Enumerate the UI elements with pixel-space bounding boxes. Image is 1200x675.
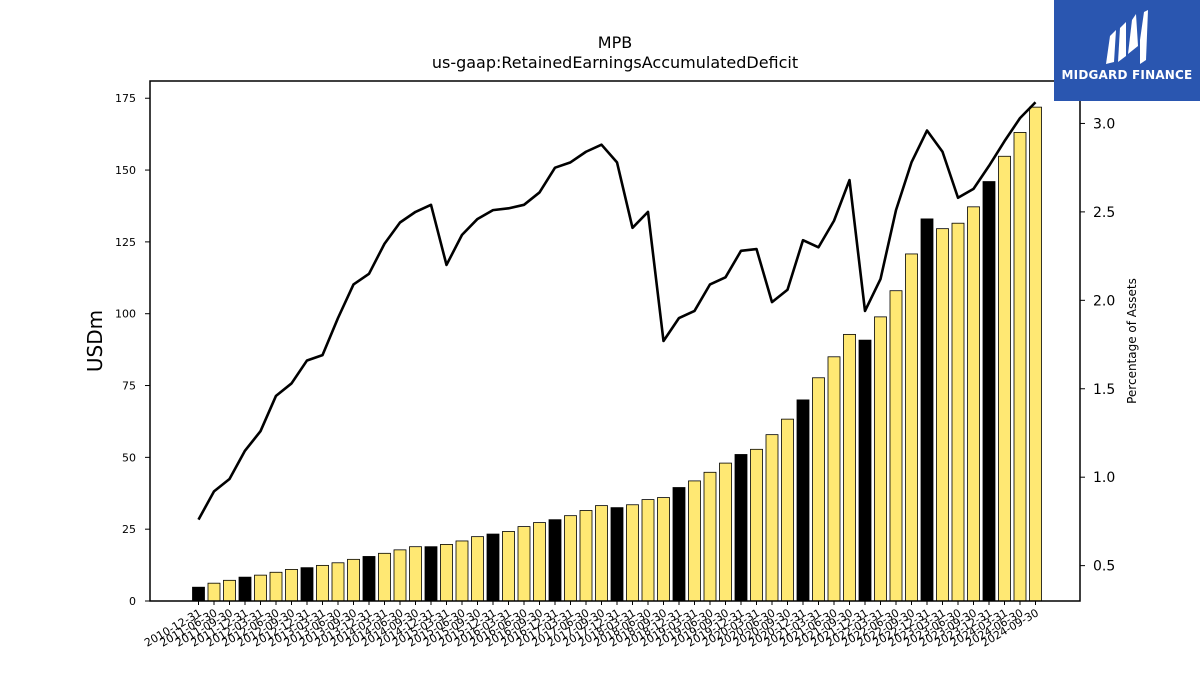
bar-2019-06-30 — [719, 462, 732, 602]
y-ticks-group: 0 25 50 75 100 125 150 175 — [115, 92, 150, 608]
bar-2023-12-31 — [998, 155, 1011, 602]
bar-2020-06-30 — [781, 418, 794, 602]
brand-logo: MIDGARD FINANCE — [1054, 0, 1200, 101]
y-tick-label: 25 — [122, 523, 136, 536]
bar-2021-09-30 — [858, 339, 872, 602]
bar-2010-12-31 — [192, 586, 205, 602]
y-tick-label: 100 — [115, 308, 136, 321]
chart-title: MPB — [598, 33, 632, 52]
bar-2023-09-30 — [982, 181, 996, 602]
bar-2021-03-31 — [827, 356, 841, 602]
y-tick-label: 0 — [129, 595, 136, 608]
bar-2011-12-31 — [254, 574, 267, 602]
bar-2022-09-30 — [920, 218, 934, 602]
y2-tick-label: 0.5 — [1093, 559, 1115, 575]
y2-axis-label: Percentage of Assets — [1125, 278, 1139, 404]
y-tick-label: 175 — [115, 92, 136, 105]
y2-tick-label: 3.0 — [1093, 116, 1115, 132]
bar-2020-03-31 — [765, 434, 779, 602]
bar-2013-03-31 — [331, 562, 345, 602]
bar-2024-03-31 — [1013, 132, 1027, 602]
bar-2016-09-30 — [548, 519, 562, 602]
bar-2015-09-30 — [486, 533, 500, 602]
y-axis-label: USDm — [83, 310, 107, 372]
bar-2012-09-30 — [300, 567, 314, 602]
bar-2013-06-30 — [347, 558, 360, 602]
y-tick-label: 75 — [122, 380, 136, 393]
y2-ticks-group: 0.5 1.0 1.5 2.0 2.5 3.0 — [1080, 116, 1115, 575]
bar-2014-09-30 — [424, 546, 438, 602]
y-tick-label: 150 — [115, 164, 136, 177]
bar-2014-12-31 — [440, 544, 453, 602]
logo-text: MIDGARD FINANCE — [1061, 68, 1193, 82]
bar-2015-06-30 — [471, 536, 484, 602]
plot-frame — [149, 80, 1081, 602]
bar-2019-09-30 — [734, 454, 748, 602]
bar-2011-06-30 — [223, 579, 236, 602]
bar-2018-03-31 — [641, 499, 655, 602]
logo-mark-icon — [1106, 10, 1148, 64]
bar-2019-03-31 — [703, 471, 717, 602]
bar-2013-09-30 — [362, 556, 376, 602]
bar-2016-03-31 — [517, 526, 531, 602]
bar-2019-12-31 — [750, 448, 763, 602]
bar-2023-06-30 — [967, 206, 980, 602]
bar-2018-06-30 — [657, 497, 670, 602]
bar-2023-03-31 — [951, 222, 965, 602]
bar-2013-12-31 — [378, 552, 391, 602]
bar-2024-06-30 — [1029, 106, 1042, 602]
bar-2022-06-30 — [905, 253, 918, 602]
bar-2018-12-31 — [688, 480, 701, 602]
bar-2020-12-31 — [812, 377, 825, 602]
bar-2015-03-31 — [455, 540, 469, 602]
bar-2015-12-31 — [502, 531, 515, 602]
percentage-of-assets-line — [197, 101, 1037, 521]
bar-2014-03-31 — [393, 549, 407, 602]
bar-2012-03-31 — [269, 571, 283, 602]
y2-tick-label: 2.5 — [1093, 205, 1115, 221]
bar-2017-03-31 — [579, 510, 593, 602]
x-ticks-group: 2010-12-312011-06-302011-09-302011-12-31… — [142, 601, 1041, 650]
bar-2022-03-31 — [889, 290, 903, 602]
bar-2017-12-31 — [626, 504, 639, 602]
bar-2021-12-31 — [874, 316, 887, 602]
bar-2022-12-31 — [936, 228, 949, 602]
bar-2021-06-30 — [843, 333, 856, 602]
bar-2012-06-30 — [285, 569, 298, 602]
bar-2016-12-31 — [564, 515, 577, 602]
bar-2011-03-31 — [207, 582, 221, 602]
y2-tick-label: 1.5 — [1093, 382, 1115, 398]
chart-subtitle: us-gaap:RetainedEarningsAccumulatedDefic… — [432, 53, 798, 72]
y2-tick-label: 2.0 — [1093, 293, 1115, 309]
bars-group — [192, 106, 1042, 602]
bar-2012-12-31 — [316, 564, 329, 602]
bar-2017-09-30 — [610, 507, 624, 602]
bar-2016-06-30 — [533, 522, 546, 602]
y-tick-label: 50 — [122, 451, 136, 464]
line-group — [197, 101, 1037, 521]
y-tick-label: 125 — [115, 236, 136, 249]
bar-2020-09-30 — [796, 399, 810, 602]
bar-2014-06-30 — [409, 546, 422, 602]
bar-2011-09-30 — [238, 576, 252, 602]
y2-tick-label: 1.0 — [1093, 470, 1115, 486]
bar-2017-06-30 — [595, 505, 608, 602]
bar-2018-09-30 — [672, 487, 686, 602]
